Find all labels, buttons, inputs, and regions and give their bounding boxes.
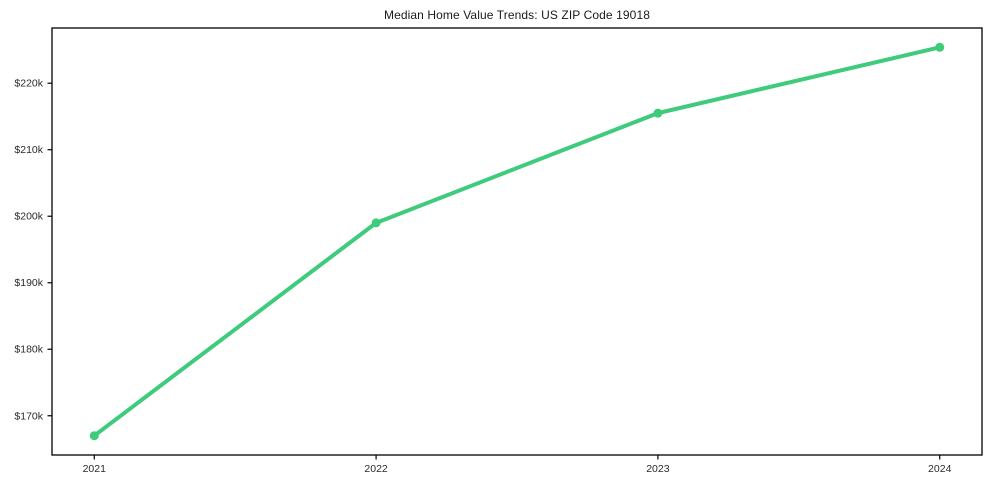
data-point-marker — [89, 431, 99, 441]
x-tick-label: 2022 — [364, 463, 388, 475]
trend-line — [92, 45, 942, 438]
y-tick-label: $190k — [14, 277, 43, 289]
x-tick-label: 2023 — [646, 463, 670, 475]
x-tick-label: 2021 — [83, 463, 107, 475]
y-tick-label: $220k — [14, 78, 43, 90]
axis-frame — [51, 27, 983, 456]
y-tick-label: $210k — [14, 144, 43, 156]
data-point-marker — [935, 42, 945, 52]
chart-title: Median Home Value Trends: US ZIP Code 19… — [383, 8, 650, 22]
data-point-marker — [371, 218, 381, 228]
x-tick-label: 2024 — [928, 463, 952, 475]
y-tick-label: $180k — [14, 344, 43, 356]
y-tick-label: $200k — [14, 211, 43, 223]
y-tick-label: $170k — [14, 410, 43, 422]
data-point-marker — [653, 108, 663, 118]
